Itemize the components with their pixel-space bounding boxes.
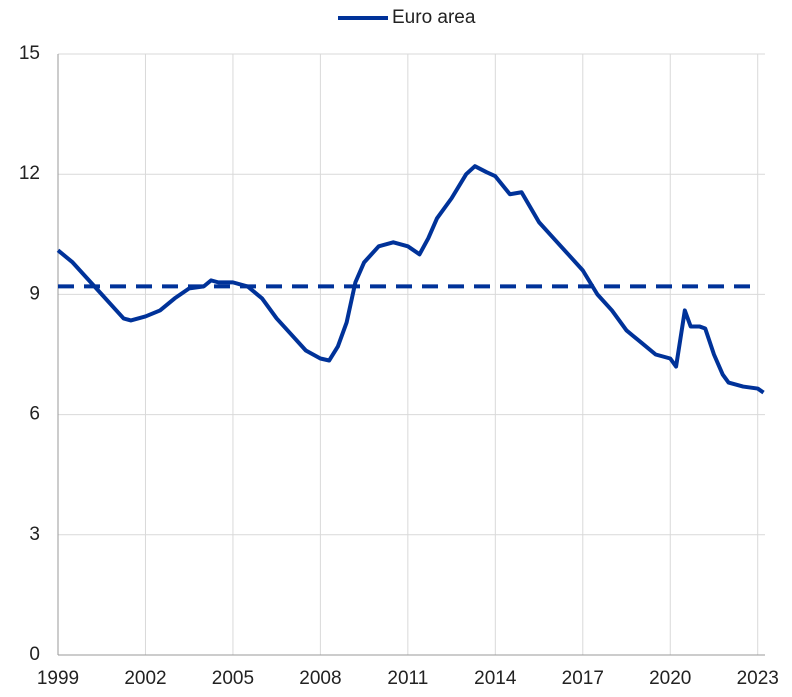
y-tick-label: 12: [19, 163, 40, 184]
x-tick-label: 1999: [37, 668, 79, 689]
x-tick-label: 2005: [212, 668, 254, 689]
y-tick-label: 3: [29, 524, 40, 545]
x-tick-label: 2011: [387, 668, 428, 689]
x-tick-label: 2017: [562, 668, 604, 689]
y-tick-label: 0: [29, 644, 40, 665]
x-tick-label: 2023: [737, 668, 779, 689]
y-tick-label: 6: [29, 404, 40, 425]
x-tick-label: 2008: [299, 668, 341, 689]
x-tick-label: 2002: [124, 668, 166, 689]
y-tick-label: 9: [29, 283, 40, 304]
y-tick-label: 15: [19, 43, 40, 64]
x-tick-label: 2014: [474, 668, 517, 689]
data-line: [56, 164, 765, 395]
x-tick-label: 2020: [649, 668, 691, 689]
legend-label: Euro area: [392, 7, 476, 28]
